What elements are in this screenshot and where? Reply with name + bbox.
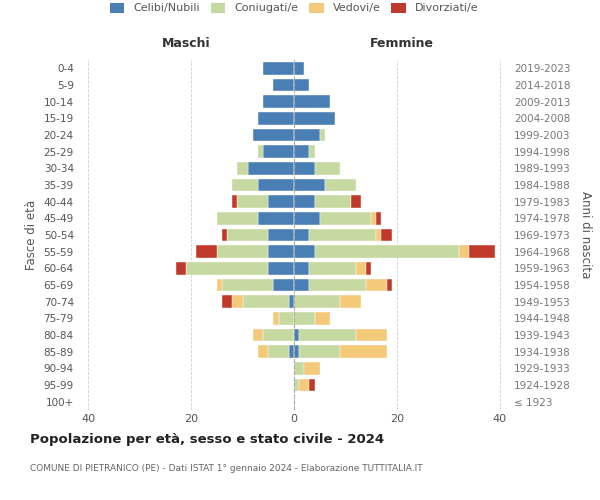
Bar [258,346,268,358]
Bar [248,162,294,174]
Bar [376,212,382,224]
Bar [294,162,314,174]
Bar [294,96,330,108]
Text: Femmine: Femmine [370,37,434,50]
Bar [227,229,268,241]
Bar [294,196,314,208]
Bar [294,362,304,374]
Bar [294,179,325,192]
Bar [294,146,310,158]
Bar [232,196,238,208]
Bar [310,279,366,291]
Bar [299,329,356,341]
Bar [366,262,371,274]
Bar [263,146,294,158]
Bar [294,262,310,274]
Bar [222,296,232,308]
Bar [258,146,263,158]
Bar [274,312,278,324]
Bar [268,246,294,258]
Bar [320,212,371,224]
Bar [310,229,376,241]
Bar [258,112,294,124]
Bar [356,329,386,341]
Bar [289,346,294,358]
Bar [314,312,330,324]
Bar [263,329,294,341]
Bar [310,146,314,158]
Bar [186,262,268,274]
Bar [263,62,294,74]
Y-axis label: Anni di nascita: Anni di nascita [579,192,592,278]
Bar [268,229,294,241]
Bar [222,279,274,291]
Bar [176,262,186,274]
Bar [325,179,356,192]
Bar [232,296,242,308]
Bar [196,246,217,258]
Bar [268,346,289,358]
Bar [217,279,222,291]
Bar [314,246,458,258]
Bar [356,262,366,274]
Bar [294,229,310,241]
Bar [268,196,294,208]
Bar [232,179,258,192]
Bar [340,296,361,308]
Bar [268,262,294,274]
Text: Popolazione per età, sesso e stato civile - 2024: Popolazione per età, sesso e stato civil… [30,432,384,446]
Bar [242,296,289,308]
Bar [258,179,294,192]
Bar [366,279,386,291]
Bar [294,79,310,92]
Y-axis label: Fasce di età: Fasce di età [25,200,38,270]
Bar [371,212,376,224]
Bar [314,196,350,208]
Bar [217,246,268,258]
Bar [238,162,248,174]
Text: Maschi: Maschi [161,37,211,50]
Bar [350,196,361,208]
Bar [258,212,294,224]
Bar [294,129,320,141]
Bar [299,346,340,358]
Bar [294,212,320,224]
Bar [253,129,294,141]
Bar [294,312,314,324]
Legend: Celibi/Nubili, Coniugati/e, Vedovi/e, Divorziati/e: Celibi/Nubili, Coniugati/e, Vedovi/e, Di… [110,2,478,14]
Bar [294,279,310,291]
Bar [278,312,294,324]
Bar [320,129,325,141]
Bar [314,162,340,174]
Bar [294,329,299,341]
Bar [310,262,356,274]
Bar [253,329,263,341]
Bar [274,79,294,92]
Bar [386,279,392,291]
Bar [217,212,258,224]
Bar [263,96,294,108]
Bar [294,346,299,358]
Bar [294,246,314,258]
Bar [289,296,294,308]
Bar [274,279,294,291]
Bar [382,229,392,241]
Bar [222,229,227,241]
Bar [458,246,469,258]
Text: COMUNE DI PIETRANICO (PE) - Dati ISTAT 1° gennaio 2024 - Elaborazione TUTTITALIA: COMUNE DI PIETRANICO (PE) - Dati ISTAT 1… [30,464,422,473]
Bar [299,379,310,391]
Bar [469,246,494,258]
Bar [294,379,299,391]
Bar [294,296,340,308]
Bar [294,62,304,74]
Bar [238,196,268,208]
Bar [376,229,382,241]
Bar [304,362,320,374]
Bar [294,112,335,124]
Bar [340,346,386,358]
Bar [310,379,314,391]
